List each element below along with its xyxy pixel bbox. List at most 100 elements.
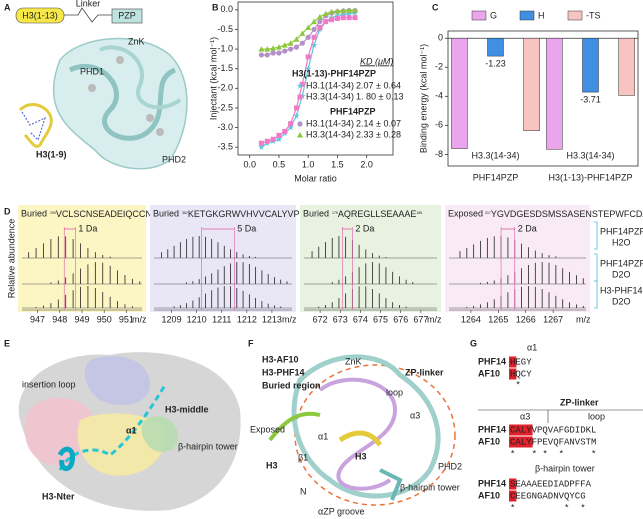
- data-point: [328, 8, 335, 15]
- x-tick-label: PHF14PZP: [473, 172, 519, 182]
- sub-label: H3.3(14-34): [566, 150, 614, 160]
- x-tick-label: 0.5: [273, 159, 286, 169]
- block-subtitle: loop: [588, 411, 605, 421]
- data-point: [305, 24, 312, 30]
- x-tick-label: 951: [119, 314, 134, 324]
- x-tick-label: 674: [353, 314, 368, 324]
- x-tick-label: 2.0: [360, 159, 373, 169]
- x-tick-label: 947: [30, 314, 45, 324]
- conserved-box: [509, 490, 517, 502]
- structure-label: H3(1-9): [36, 149, 67, 159]
- x-tick-label: 1209: [162, 314, 182, 324]
- data-point: [276, 50, 282, 56]
- structure-label: ZP-linker: [405, 367, 444, 377]
- structure-label: PHD2: [438, 461, 462, 471]
- y-tick-label: -2.0: [217, 83, 233, 93]
- value-label: -3.71: [580, 94, 601, 104]
- structure-label: β1: [298, 452, 308, 462]
- x-tick-label: 949: [74, 314, 89, 324]
- legend-kd: 1. 80 ± 0.13: [356, 91, 403, 101]
- data-point: [293, 44, 300, 50]
- value-label: -1.23: [485, 58, 506, 68]
- block-title: α1: [527, 342, 537, 352]
- x-tick-label: 1.0: [302, 159, 315, 169]
- data-point: [305, 65, 312, 72]
- condition-label: D2O: [612, 269, 631, 279]
- y-tick-label: -2.5: [217, 102, 233, 112]
- structure-label: H3: [355, 451, 367, 461]
- construct-box: [111, 8, 143, 24]
- x-tick-label: 677: [413, 314, 428, 324]
- bar: [618, 38, 635, 96]
- y-axis-label: Binding energy (kcal mol⁻¹): [418, 44, 428, 153]
- row-sequence: CALYFPEVQFANVSTM: [510, 437, 596, 447]
- protein-ribbon: [99, 45, 182, 110]
- y-tick-label: -4: [435, 91, 443, 101]
- data-point: [287, 124, 294, 131]
- construct-label: PZP: [118, 10, 136, 20]
- x-tick-label: 1213: [262, 314, 282, 324]
- y-tick-label: -3.5: [217, 142, 233, 152]
- data-point: [316, 13, 323, 20]
- sequence-start: 290: [50, 211, 56, 215]
- protein-ribbon: [52, 37, 188, 170]
- data-point: [276, 132, 282, 138]
- x-tick-label: 1.5: [331, 159, 344, 169]
- x-tick-label: 1212: [237, 314, 257, 324]
- data-point: [305, 54, 311, 60]
- structure-label: N: [300, 486, 307, 496]
- data-point: [317, 19, 323, 25]
- panel-label: A: [4, 2, 11, 12]
- panel-label: F: [248, 338, 254, 348]
- conservation-stars: * * *: [510, 503, 586, 513]
- legend-label: H: [538, 10, 545, 20]
- data-point: [264, 46, 271, 52]
- structure-label: β-hairpin tower: [178, 441, 238, 451]
- y-tick-label: -8: [435, 149, 443, 159]
- unit-label: m/z: [132, 314, 147, 324]
- x-tick-label: 1211: [212, 314, 231, 324]
- condition-label: D2O: [612, 296, 631, 306]
- bar: [487, 38, 504, 57]
- data-point: [299, 81, 305, 87]
- plot-frame: [447, 30, 639, 167]
- structure-label: H3-Nter: [42, 491, 75, 501]
- y-axis-label: Relative abundence: [6, 219, 16, 299]
- zinc: [88, 84, 96, 92]
- data-point: [275, 44, 282, 50]
- conservation-stars: *: [510, 380, 521, 390]
- x-tick-label: 1266: [516, 314, 536, 324]
- y-tick-label: -6: [435, 120, 443, 130]
- data-point: [311, 34, 317, 40]
- structure-label: α1: [318, 431, 328, 441]
- structure-label: α3: [410, 410, 420, 420]
- conservation-stars: * * * * *: [510, 449, 596, 459]
- surface-region: [24, 397, 93, 466]
- protein-ribbon: [68, 63, 177, 141]
- row-name: AF10: [478, 436, 500, 446]
- panel-label: B: [212, 2, 219, 12]
- panel-a-structure: [18, 37, 188, 170]
- window-bg: [18, 205, 146, 312]
- structure-label: loop: [386, 387, 403, 397]
- sequence: 317YGVDGESDSMSSASENSTEPWFCDACKNGVSPSCE35…: [485, 209, 643, 219]
- data-point: [334, 15, 340, 21]
- condition-label: H2O: [612, 237, 631, 247]
- row-sequence: HEGY: [510, 357, 532, 367]
- conserved-box: [509, 368, 517, 380]
- legend-label: H3-AF10: [262, 354, 299, 364]
- row-sequence: CEEGNGADNVQYCG: [510, 491, 586, 501]
- sequence-start: 362: [182, 211, 188, 215]
- data-point: [258, 143, 265, 150]
- window-title: Buried: [303, 208, 329, 218]
- structure-label: α1: [126, 425, 137, 435]
- unit-label: m/z: [576, 314, 591, 324]
- y-tick-label: -2: [435, 62, 443, 72]
- y-axis-label: Injectant (kcal mol⁻¹): [208, 37, 218, 120]
- x-tick-label: 1264: [461, 314, 481, 324]
- condition-bracket: [594, 280, 598, 309]
- structure-label: αZP groove: [318, 506, 365, 516]
- shift-label: 1 Da: [78, 223, 97, 233]
- row-sequence: HQCY: [510, 369, 532, 379]
